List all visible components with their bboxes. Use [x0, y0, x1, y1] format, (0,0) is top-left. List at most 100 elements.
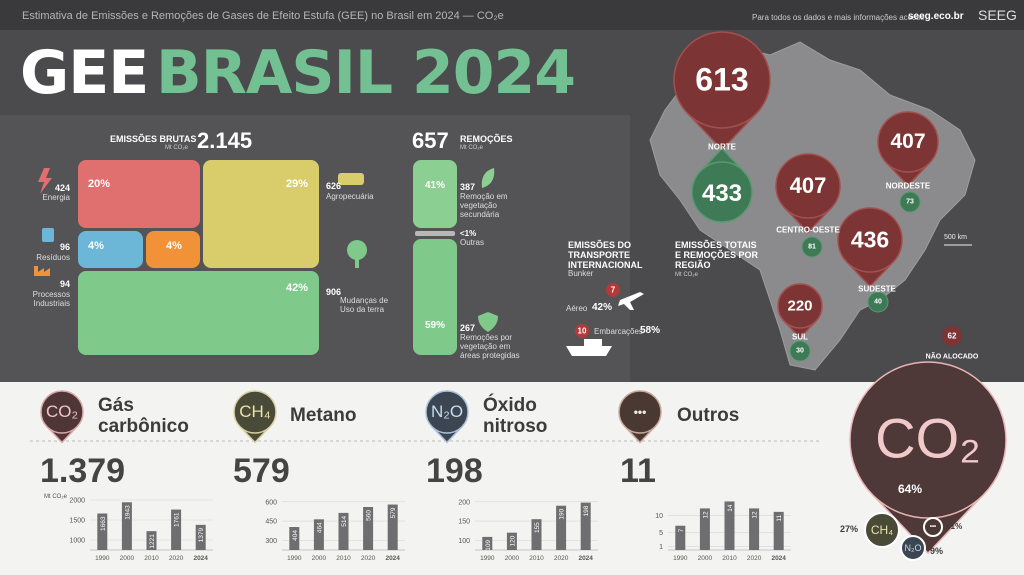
value-label: 1221 [149, 534, 156, 549]
transport-name: Embarcações [594, 327, 643, 336]
value-label: 560 [366, 510, 373, 521]
bar [724, 501, 735, 550]
icon-leaf [481, 168, 495, 188]
transport-share: 42% [592, 302, 613, 313]
pin-head [837, 207, 903, 273]
pin-head [425, 390, 469, 434]
composition-formula: CO₂ [875, 406, 981, 470]
sector-mudancas [78, 271, 319, 355]
composition-formula: ••• [929, 524, 937, 530]
value-label: 1379 [198, 527, 205, 542]
gas-unit: Mt CO₂e [44, 494, 67, 500]
x-tick-label: 2024 [771, 555, 786, 562]
header-bar [0, 0, 1024, 30]
removal-name: Remoções por vegetação em áreas protegid… [460, 333, 520, 360]
mini-chart: 300 450 600 404 1990 464 2000 514 2010 560 2020 579… [265, 499, 405, 562]
y-tick-label: 600 [265, 499, 277, 506]
removal-marker [867, 291, 889, 313]
transport-name: Aéreo [566, 304, 588, 313]
region-name: SUDESTE [858, 284, 896, 294]
sector-value: 424 [54, 183, 70, 193]
gas-name: Óxido nitroso [483, 395, 548, 437]
bar [699, 508, 710, 550]
sector-value: 906 [326, 287, 342, 297]
sector-processos [146, 231, 200, 268]
regions-unit: Mt CO₂e [675, 272, 698, 278]
icon-tree [347, 240, 367, 260]
region-name: NORDESTE [885, 181, 931, 191]
region-emissions: 613 [695, 61, 749, 98]
gas-total: 198 [426, 452, 483, 490]
value-label: 198 [583, 505, 590, 516]
pin-head [673, 31, 771, 129]
bar [482, 536, 493, 550]
sector-share: 29% [286, 178, 309, 190]
y-tick-label: 10 [655, 513, 663, 520]
region-emissions: 407 [890, 130, 926, 153]
pin-head [618, 390, 662, 434]
emissions-total: 2.145 [197, 128, 253, 153]
sector-name: Resíduos [36, 253, 70, 262]
transport-title: EMISSÕES DO TRANSPORTE INTERNACIONAL [568, 240, 643, 270]
gas-name: Gás carbônico [98, 395, 189, 437]
composition-share: 27% [840, 524, 859, 534]
removal-share: <1% [460, 229, 477, 238]
title-part1: GEE [20, 38, 149, 108]
sector-share: 20% [88, 178, 111, 190]
link-text: Para todos os dados e mais informações a… [752, 13, 925, 22]
gas-formula: CH₄ [239, 402, 271, 421]
sector-name: Agropecuária [326, 192, 374, 201]
gas-total: 579 [233, 452, 290, 490]
url[interactable]: seeg.eco.br [908, 11, 964, 22]
pin-head [777, 283, 823, 329]
sector-share: 4% [88, 240, 104, 252]
x-tick-label: 2020 [747, 555, 762, 562]
removal-name: Remoção em vegetação secundária [460, 192, 508, 219]
composition-formula: N₂O [904, 543, 922, 553]
y-tick-label: 5 [659, 530, 663, 537]
emissions-label: EMISSÕES BRUTAS [110, 134, 197, 144]
bar [773, 511, 784, 550]
composition-share: 9% [930, 546, 944, 556]
x-tick-label: 2000 [698, 555, 713, 562]
bar [195, 524, 206, 550]
pin-head [233, 390, 277, 434]
icon-plane [618, 292, 644, 310]
region-emissions: 436 [850, 226, 890, 253]
bar [171, 509, 182, 550]
icon-processos [34, 266, 50, 276]
x-tick-label: 2000 [120, 555, 135, 562]
gas-formula: N₂O [430, 402, 464, 421]
region-name: CENTRO-OESTE [776, 225, 840, 235]
x-tick-label: 2010 [722, 555, 737, 562]
gas-formula: CO₂ [45, 402, 79, 421]
y-tick-label: 150 [458, 519, 470, 526]
value-label: 514 [341, 516, 348, 527]
removal-value: 267 [460, 323, 476, 333]
x-tick-label: 2020 [169, 555, 184, 562]
removal-marker [789, 340, 811, 362]
icon-shield [478, 312, 498, 332]
gas-name: Outros [677, 405, 740, 426]
bar [363, 506, 374, 550]
transport-value: 10 [577, 326, 587, 336]
icon-ship-deck [584, 339, 602, 346]
icon-ship [566, 346, 612, 356]
transport-marker [606, 283, 620, 297]
x-tick-label: 2024 [193, 555, 208, 562]
removals-total: 657 [412, 128, 449, 153]
bar [506, 532, 517, 550]
regions-title: EMISSÕES TOTAIS E REMOÇÕES POR REGIÃO [675, 240, 759, 270]
bar [387, 504, 398, 550]
sector-residuos [78, 231, 143, 268]
pin-head [877, 111, 939, 173]
value-label: 464 [316, 522, 323, 533]
title-part2: BRASIL 2024 [156, 38, 576, 108]
transport-subtitle: Bunker [568, 269, 594, 278]
icon-agro [338, 173, 364, 185]
map-scale: 500 km [944, 234, 967, 241]
sector-share: 42% [286, 282, 309, 294]
pin-head [849, 361, 1007, 519]
